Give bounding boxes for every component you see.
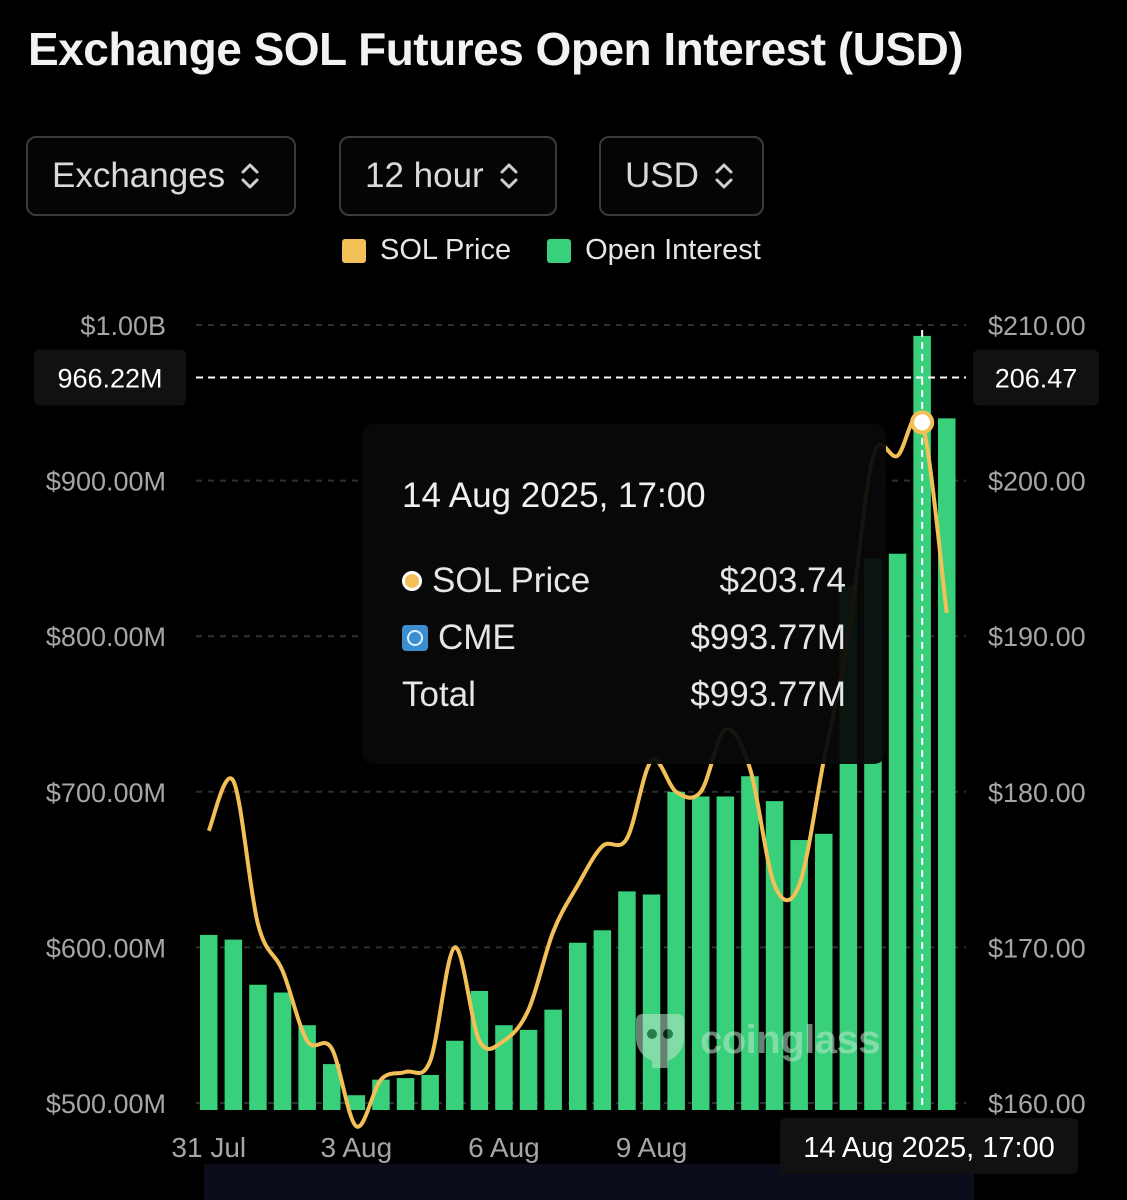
y-left-tick-label: $700.00M [46,778,166,808]
legend-item-sol-price[interactable]: SOL Price [342,234,511,267]
oi-bar [790,840,808,1110]
exchanges-selector[interactable]: Exchanges [26,136,296,216]
y-right-tick-label: $210.00 [988,311,1086,341]
y-left-tick-label: $900.00M [46,467,166,497]
tooltip-cme-value: $993.77M [690,617,846,657]
y-left-tick-label: $500.00M [46,1089,166,1119]
tooltip-total-value: $993.77M [690,674,846,714]
updown-chevron-icon [500,163,518,189]
oi-bar [200,934,218,1110]
interval-selector-label: 12 hour [365,156,484,195]
y-right-tick-label: $170.00 [988,933,1086,963]
oi-bar [913,335,931,1111]
hover-point-marker [910,410,935,435]
oi-bar [642,894,661,1110]
oi-bar [519,1029,538,1110]
oi-bar [815,833,833,1110]
y-right-tick-label: $200.00 [988,467,1086,497]
oi-bar [741,776,759,1110]
tooltip-price-value: $203.74 [719,560,846,600]
y-left-tick-label: $1.00B [80,311,166,341]
x-tick-label: 31 Jul [171,1132,246,1163]
oi-bar [495,1025,513,1110]
crosshair-right-value: 206.47 [995,364,1078,394]
oi-bar [446,1040,464,1110]
oi-bar [938,418,956,1110]
crosshair-left-badge [34,349,186,406]
oi-bar [323,1064,341,1110]
oi-bar [765,801,784,1110]
crosshair-right-badge [973,349,1099,406]
y-left-tick-label: $800.00M [46,622,166,652]
interval-selector[interactable]: 12 hour [339,136,557,216]
tooltip: 14 Aug 2025, 17:00 SOL Price $203.74 CME… [362,424,886,764]
currency-selector[interactable]: USD [599,136,764,216]
x-tick-label: 6 Aug [468,1132,540,1163]
y-right-tick-label: $180.00 [988,778,1086,808]
crosshair-left-value: 966.22M [57,364,162,394]
oi-bar [692,796,710,1110]
tooltip-date: 14 Aug 2025, 17:00 [402,476,706,515]
x-tick-label: 3 Aug [321,1132,393,1163]
oi-bar [593,930,612,1110]
watermark-text: coinglass [700,1017,881,1062]
crosshair-x-value: 14 Aug 2025, 17:00 [803,1132,1055,1164]
tooltip-row-total: Total $993.77M [402,666,846,723]
x-tick-label: 9 Aug [616,1132,688,1163]
coinglass-logo-icon [636,1014,684,1068]
chart-title: Exchange SOL Futures Open Interest (USD) [28,23,964,75]
cme-globe-icon [402,624,428,651]
tooltip-price-label: SOL Price [432,560,591,600]
legend-item-open-interest[interactable]: Open Interest [547,234,761,267]
tooltip-cme-label: CME [438,617,516,657]
watermark: coinglass [630,1008,881,1072]
legend-label-sol-price: SOL Price [380,234,512,266]
y-right-tick-label: $190.00 [988,622,1086,652]
currency-selector-label: USD [625,156,699,195]
updown-chevron-icon [241,163,259,189]
exchanges-selector-label: Exchanges [52,156,226,195]
tooltip-row-cme: CME $993.77M [402,609,846,666]
oi-bar [421,1074,439,1110]
oi-bar [618,891,636,1110]
legend-label-open-interest: Open Interest [585,234,761,266]
oi-bar [569,942,587,1110]
price-dot-icon [402,570,422,591]
oi-bar [347,1095,366,1110]
oi-bar [273,992,292,1110]
tooltip-total-label: Total [402,674,476,714]
oi-bar [396,1078,415,1110]
oi-bar [224,939,243,1110]
legend-swatch-sol-price [342,238,366,263]
y-left-tick-label: $600.00M [46,933,166,963]
oi-bar [716,796,735,1110]
oi-bar [249,984,267,1110]
y-right-tick-label: $160.00 [988,1089,1086,1119]
oi-bar [888,553,907,1110]
crosshair-x-badge [780,1118,1078,1174]
oi-bar [544,1009,562,1110]
updown-chevron-icon [715,163,733,189]
tooltip-row-price: SOL Price $203.74 [402,552,846,609]
chart-legend: SOL Price Open Interest [342,234,797,267]
legend-swatch-open-interest [547,238,572,263]
